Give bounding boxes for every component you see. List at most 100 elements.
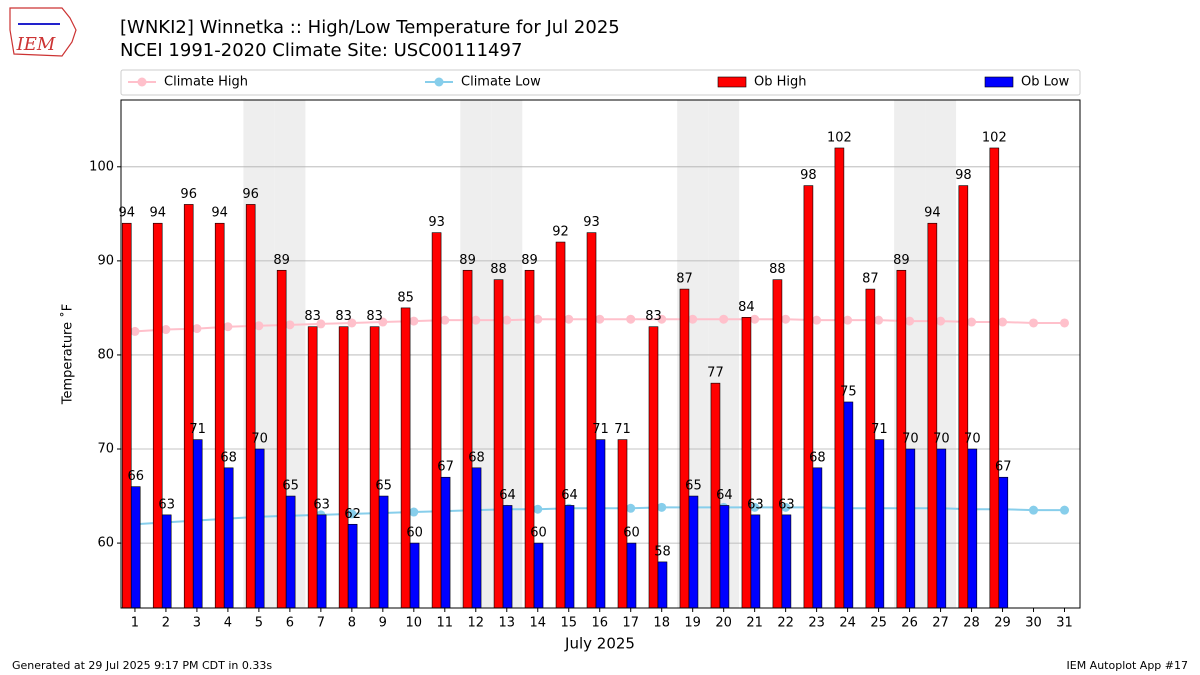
bar xyxy=(316,514,327,609)
climate-point xyxy=(1060,505,1070,515)
bar-value-label: 83 xyxy=(304,309,321,324)
climate-point xyxy=(192,324,202,334)
footer-left: Generated at 29 Jul 2025 9:17 PM CDT in … xyxy=(12,659,272,672)
bar xyxy=(347,523,358,609)
bar xyxy=(462,269,473,609)
bar-value-label: 71 xyxy=(592,422,609,437)
bar xyxy=(905,448,916,609)
climate-point xyxy=(347,509,357,519)
x-tick-label: 6 xyxy=(286,616,294,631)
bar-value-label: 68 xyxy=(809,450,826,465)
bar xyxy=(719,505,730,609)
chart-title: [WNKI2] Winnetka :: High/Low Temperature… xyxy=(120,17,620,38)
bar xyxy=(440,476,451,609)
x-tick-label: 30 xyxy=(1025,616,1042,631)
bar-value-label: 89 xyxy=(521,253,538,268)
y-tick-label: 100 xyxy=(89,159,114,174)
legend-label: Climate Low xyxy=(461,75,541,90)
x-tick-label: 1 xyxy=(131,616,139,631)
climate-point xyxy=(254,321,264,331)
climate-point xyxy=(905,316,915,326)
bar-value-label: 94 xyxy=(118,206,135,221)
bar xyxy=(130,486,141,609)
x-tick-label: 2 xyxy=(162,616,170,631)
x-tick-label: 19 xyxy=(684,616,701,631)
climate-point xyxy=(781,502,791,512)
bar xyxy=(555,241,566,609)
bar-value-label: 60 xyxy=(623,526,640,541)
climate-point xyxy=(626,314,636,324)
bar-value-label: 87 xyxy=(862,272,879,287)
climate-point xyxy=(378,317,388,327)
bar xyxy=(626,542,637,609)
x-tick-label: 21 xyxy=(746,616,763,631)
bar xyxy=(586,232,597,609)
x-tick-label: 12 xyxy=(468,616,485,631)
climate-point xyxy=(130,326,140,336)
x-tick-label: 25 xyxy=(870,616,887,631)
bar-value-label: 89 xyxy=(893,253,910,268)
bar-value-label: 77 xyxy=(707,366,724,381)
x-tick-label: 3 xyxy=(193,616,201,631)
legend-marker xyxy=(434,77,444,87)
bar xyxy=(533,542,544,609)
bar-value-label: 93 xyxy=(428,215,445,230)
bar-value-label: 60 xyxy=(406,526,423,541)
bar-value-label: 65 xyxy=(685,479,702,494)
x-tick-label: 16 xyxy=(591,616,608,631)
bar-value-label: 70 xyxy=(902,432,919,447)
bar xyxy=(781,514,792,609)
bar xyxy=(471,467,482,609)
bar xyxy=(183,204,194,609)
x-tick-label: 22 xyxy=(777,616,794,631)
climate-point xyxy=(285,320,295,330)
bar xyxy=(741,317,752,609)
climate-point xyxy=(471,315,481,325)
x-tick-label: 24 xyxy=(839,616,856,631)
bar-value-label: 58 xyxy=(654,544,671,559)
bar xyxy=(595,439,606,609)
y-tick-label: 80 xyxy=(97,347,114,362)
logo-text: IEM xyxy=(16,34,56,55)
bar xyxy=(874,439,885,609)
y-tick-label: 70 xyxy=(97,442,114,457)
x-tick-label: 11 xyxy=(437,616,454,631)
bar-value-label: 94 xyxy=(924,206,941,221)
bar-value-label: 89 xyxy=(459,253,476,268)
x-tick-label: 20 xyxy=(715,616,732,631)
bar xyxy=(121,222,132,609)
bar-value-label: 67 xyxy=(437,460,454,475)
bar xyxy=(936,448,947,609)
climate-point xyxy=(936,316,946,326)
bar-value-label: 70 xyxy=(251,432,268,447)
bar xyxy=(679,288,690,609)
bar-value-label: 65 xyxy=(375,479,392,494)
bar xyxy=(400,307,411,609)
bar xyxy=(369,326,380,609)
x-axis-label: July 2025 xyxy=(564,635,635,653)
bar xyxy=(152,222,163,609)
bar-value-label: 98 xyxy=(955,168,972,183)
x-tick-label: 5 xyxy=(255,616,263,631)
bar-value-label: 71 xyxy=(871,422,888,437)
bar-value-label: 66 xyxy=(127,469,144,484)
bar-value-label: 60 xyxy=(530,526,547,541)
climate-point xyxy=(750,502,760,512)
climate-point xyxy=(626,503,636,513)
bar-value-label: 71 xyxy=(189,422,206,437)
climate-point xyxy=(967,317,977,327)
climate-point xyxy=(440,315,450,325)
climate-point xyxy=(502,315,512,325)
bar xyxy=(161,514,172,609)
bar xyxy=(524,269,535,609)
bar-value-label: 96 xyxy=(180,187,197,202)
x-tick-label: 8 xyxy=(348,616,356,631)
climate-point xyxy=(1029,318,1039,328)
logo-outline xyxy=(9,7,77,57)
x-tick-label: 13 xyxy=(498,616,515,631)
bar-value-label: 102 xyxy=(982,130,1007,145)
bar xyxy=(772,279,783,609)
bar xyxy=(998,476,1009,609)
y-axis-label: Temperature ˚F xyxy=(60,304,76,405)
bar-value-label: 64 xyxy=(561,488,578,503)
